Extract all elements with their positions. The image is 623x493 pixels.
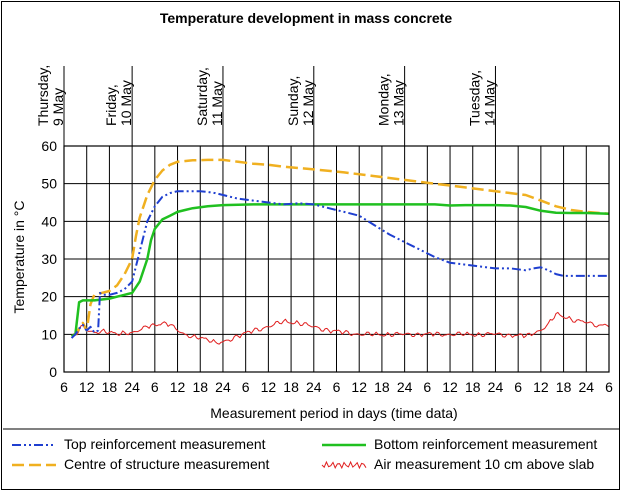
day-label-date: 13 May [391, 80, 407, 126]
x-tick-label: 12 [351, 379, 367, 395]
x-tick-label: 24 [579, 379, 595, 395]
x-tick-label: 24 [397, 379, 413, 395]
y-axis-label: Temperature in °C [11, 201, 27, 314]
y-tick-label: 40 [41, 213, 57, 229]
y-tick-label: 60 [41, 138, 57, 154]
day-label-date: 11 May [209, 81, 225, 126]
series-layer [70, 158, 610, 345]
x-tick-label: 6 [514, 379, 522, 395]
series-line-air-measurement-10-cm-above-slab [71, 311, 610, 345]
x-tick-label: 24 [215, 379, 231, 395]
x-tick-label: 18 [192, 379, 208, 395]
legend-label-centre-of-structure-measurement: Centre of structure measurement [64, 456, 270, 472]
day-label-date: 10 May [118, 80, 134, 126]
legend-label-top-reinforcement-measurement: Top reinforcement measurement [64, 436, 266, 452]
x-tick-label: 6 [423, 379, 431, 395]
axes: 0 10 20 30 40 50 60 6 12 18 24 6 12 18 24 6 12 18 24 6 12 18 2… [35, 65, 613, 395]
y-tick-label: 20 [41, 289, 57, 305]
series-line-bottom-reinforcement-measurement [71, 203, 610, 338]
day-label-weekday: Friday, [103, 84, 119, 126]
day-label-weekday: Thursday, [35, 65, 51, 126]
legend-label-bottom-reinforcement-measurement: Bottom reinforcement measurement [374, 436, 597, 452]
y-tick-label: 0 [49, 364, 57, 380]
x-tick-label: 24 [306, 379, 322, 395]
x-tick-label: 12 [533, 379, 549, 395]
x-tick-label: 24 [124, 379, 140, 395]
day-label-weekday: Monday, [376, 73, 392, 126]
x-tick-label: 12 [170, 379, 186, 395]
x-tick-label: 18 [556, 379, 572, 395]
series-line-top-reinforcement-measurement [70, 190, 609, 339]
y-tick-label: 50 [41, 176, 57, 192]
x-tick-label: 12 [79, 379, 95, 395]
plot-border [63, 145, 610, 373]
x-tick-label: 6 [605, 379, 613, 395]
legend-swatch-air-measurement-10-cm-above-slab [321, 460, 367, 470]
x-tick-label: 6 [151, 379, 159, 395]
x-tick-label: 6 [242, 379, 250, 395]
x-tick-label: 6 [333, 379, 341, 395]
day-label-date: 12 May [300, 80, 316, 126]
x-tick-label: 18 [283, 379, 299, 395]
y-tick-label: 30 [41, 251, 57, 267]
x-tick-label: 24 [488, 379, 504, 395]
x-tick-label: 12 [261, 379, 277, 395]
day-label-date: 9 May [50, 88, 66, 126]
x-tick-label: 18 [102, 379, 118, 395]
x-axis-label: Measurement period in days (time data) [210, 405, 457, 421]
legend-label-air-measurement-10-cm-above-slab: Air measurement 10 cm above slab [374, 456, 594, 472]
x-tick-label: 12 [442, 379, 458, 395]
legend: Top reinforcement measurement Bottom rein… [3, 428, 619, 472]
day-label-weekday: Saturday, [194, 67, 210, 126]
y-tick-label: 10 [41, 326, 57, 342]
x-tick-label: 18 [465, 379, 481, 395]
day-label-weekday: Sunday, [285, 76, 301, 126]
chart-title: Temperature development in mass concrete [160, 10, 452, 26]
x-tick-label: 18 [374, 379, 390, 395]
day-label-date: 14 May [481, 80, 497, 126]
day-label-weekday: Tuesday, [466, 70, 482, 126]
x-tick-label: 6 [60, 379, 68, 395]
